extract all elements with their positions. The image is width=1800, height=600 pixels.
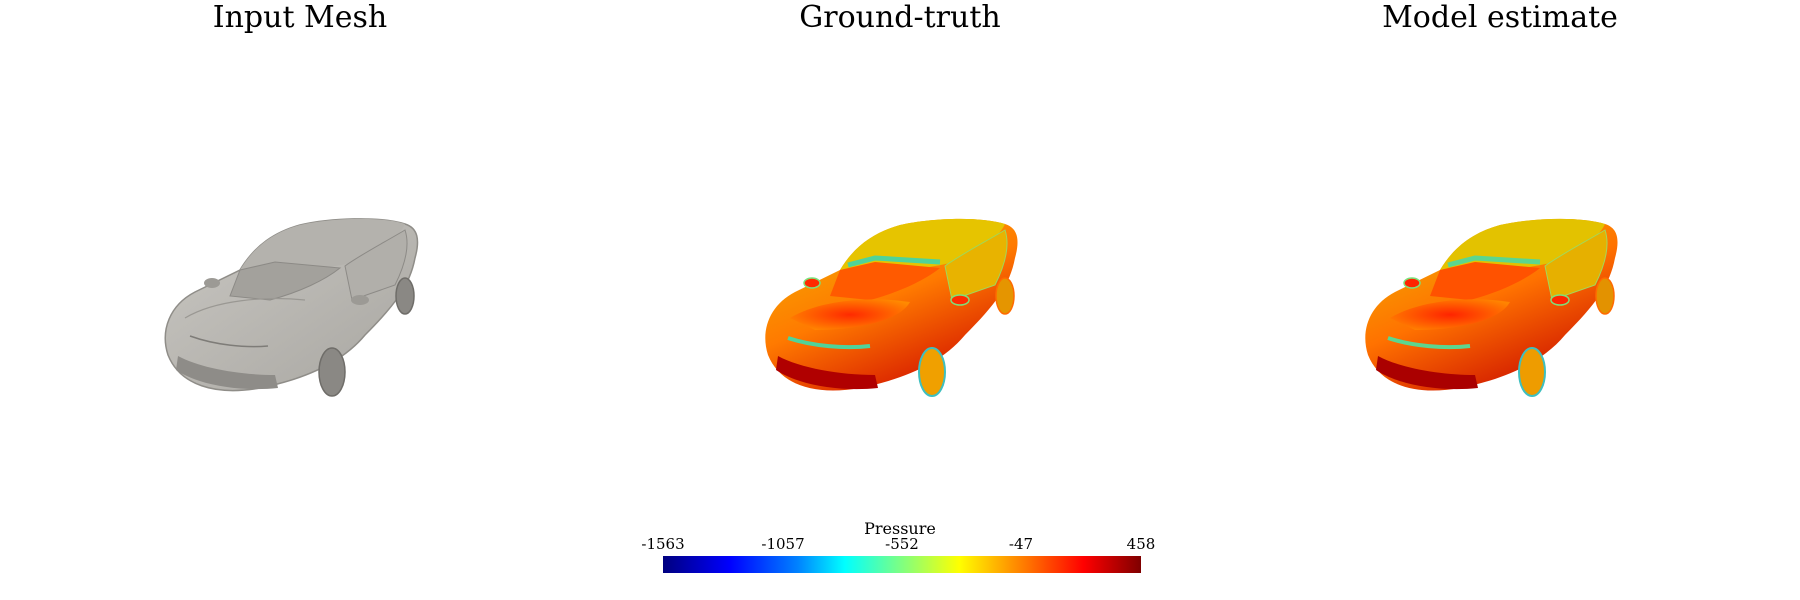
colorbar-tick-label: 458 [1126,535,1156,553]
colorbar-title: Pressure [864,519,936,538]
colorbar-tick-label: -1563 [641,535,685,553]
panel-title-ground-truth: Ground-truth [799,0,1001,35]
colorbar-tick-label: -1057 [761,535,805,553]
colorbar-tick-label: -552 [885,535,919,553]
car-render-model-estimate [1365,218,1618,397]
car-render-ground-truth [765,218,1018,397]
panel-model-estimate: Model estimate [1200,0,1800,520]
panel-ground-truth: Ground-truth [600,0,1200,520]
colorbar-gradient [663,556,1141,573]
colorbar-tick-label: -47 [1008,535,1034,553]
car-render-input-mesh [164,218,419,397]
panel-title-input-mesh: Input Mesh [212,0,388,35]
panel-input-mesh: Input Mesh [0,0,600,520]
panel-title-model-estimate: Model estimate [1382,0,1618,35]
